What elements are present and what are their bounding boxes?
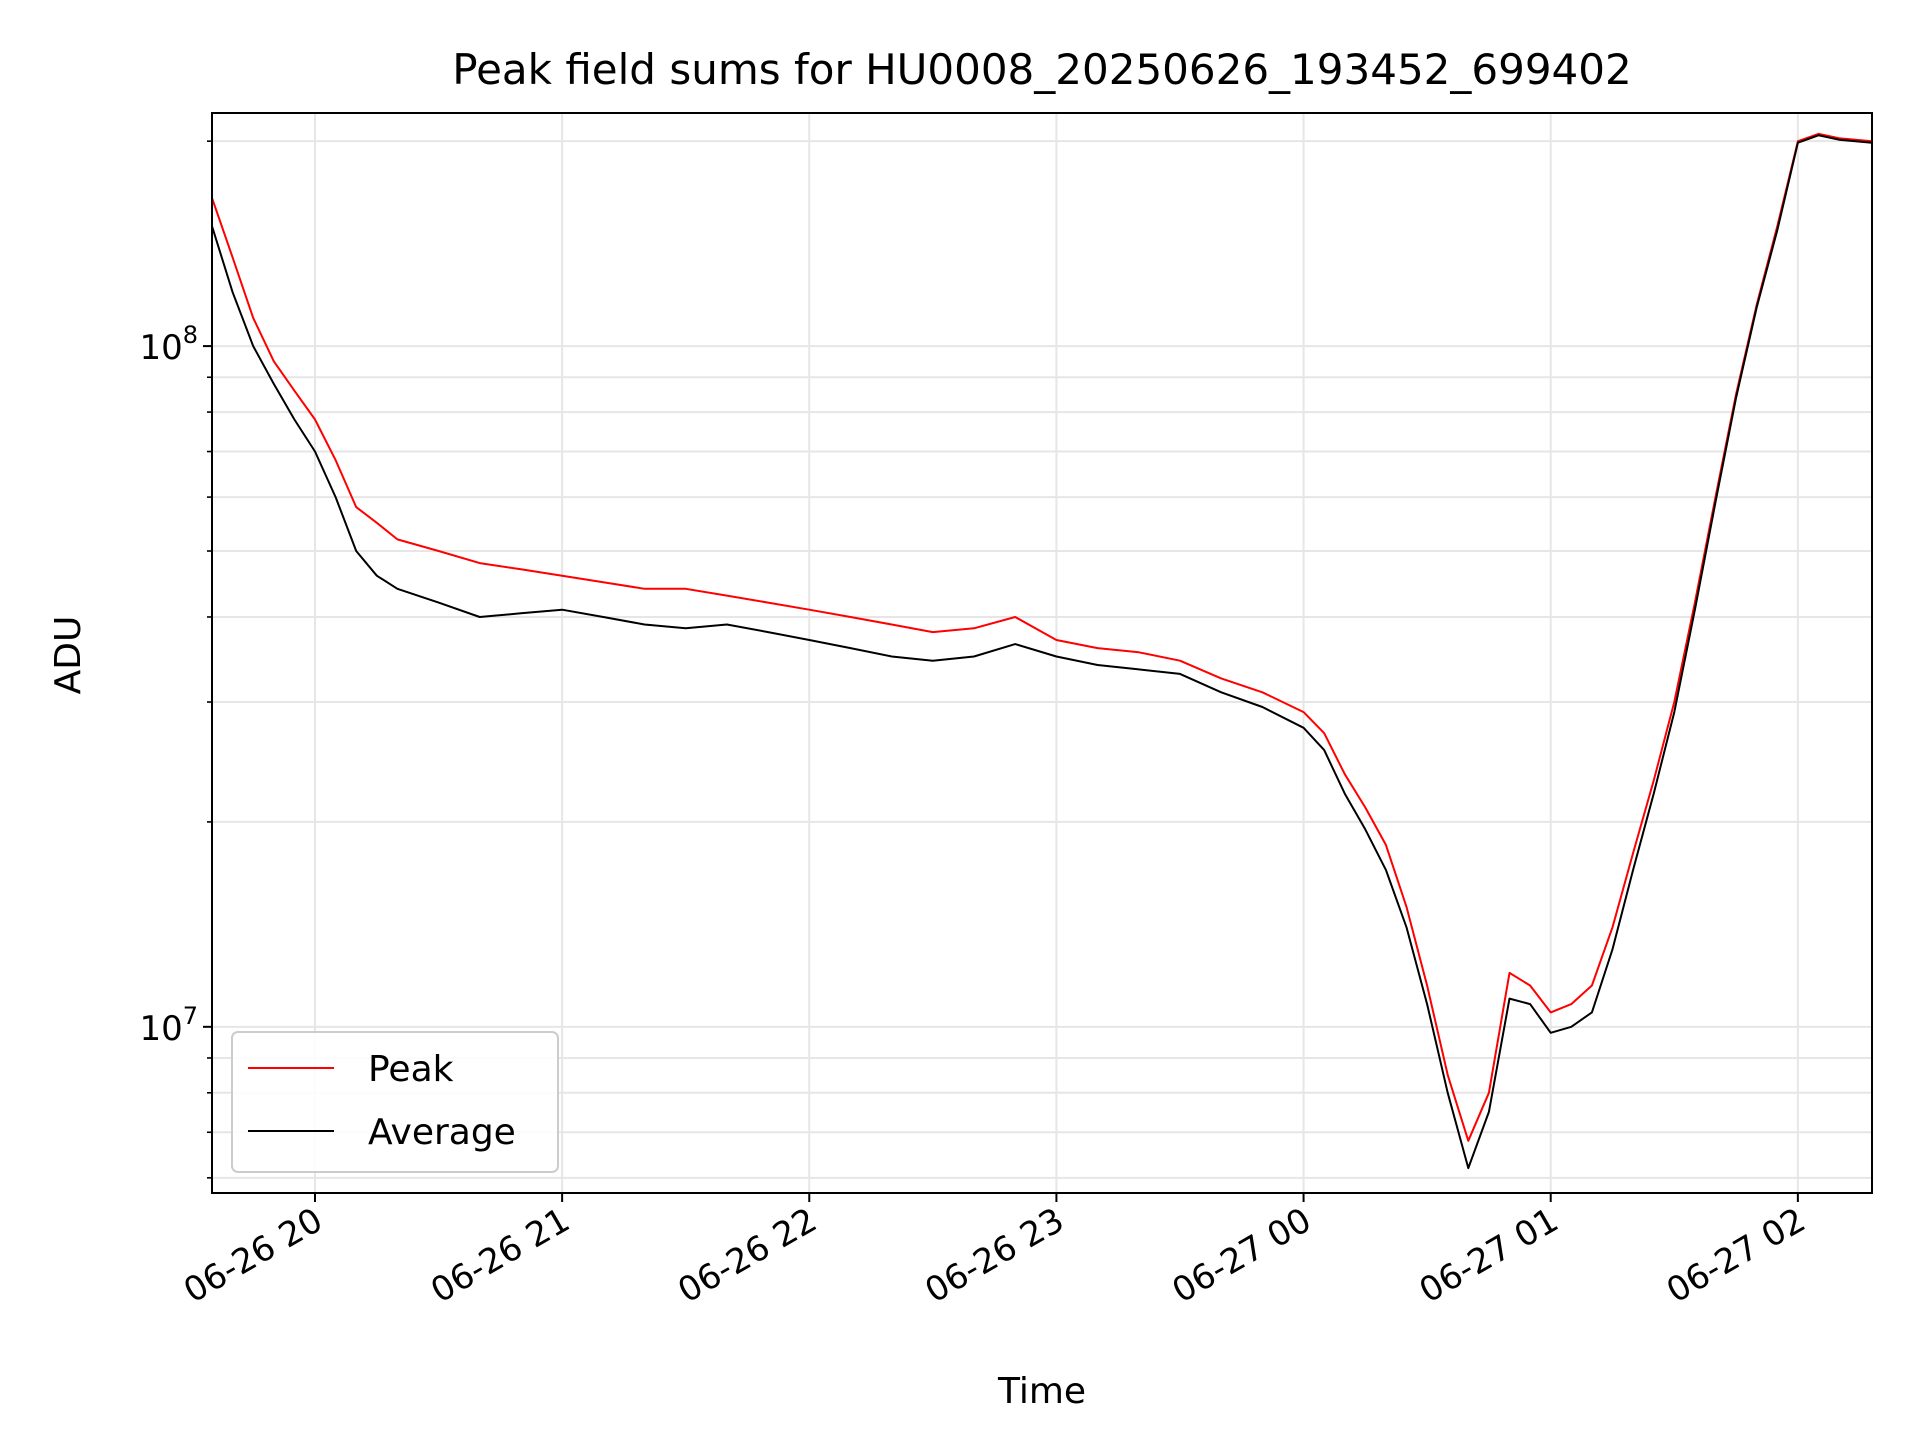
x-axis-label: Time — [997, 1371, 1086, 1412]
legend-label-average: Average — [368, 1112, 516, 1153]
y-tick-label: 108 — [139, 321, 198, 368]
legend-label-peak: Peak — [368, 1049, 454, 1090]
y-axis-label: ADU — [48, 616, 89, 695]
plot-area — [212, 132, 1872, 1170]
plot-frame — [211, 112, 1873, 1194]
y-axis: 107 108 — [139, 140, 212, 1179]
series-line-peak — [212, 132, 1872, 1142]
legend: Peak Average — [231, 1031, 559, 1173]
chart-title: Peak field sums for HU0008_20250626_1934… — [452, 45, 1631, 94]
y-tick-label: 107 — [139, 1002, 198, 1049]
series-line-average — [212, 134, 1872, 1170]
